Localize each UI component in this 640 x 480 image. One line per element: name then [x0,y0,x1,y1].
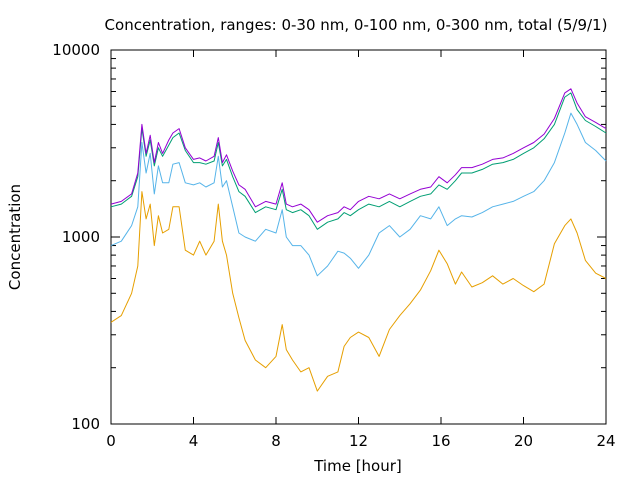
x-tick-label: 20 [514,432,533,450]
y-axis-label: Concentration [6,184,24,290]
x-tick-label: 24 [596,432,615,450]
series-line-4 [110,88,607,223]
x-tick-label: 4 [189,432,199,450]
series-line-3 [110,92,607,230]
series-lines [110,88,607,392]
y-tick-label: 1000 [62,228,100,246]
plot-frame [110,49,607,425]
y-tick-label: 100 [71,415,100,433]
y-tick-label: 10000 [52,41,100,59]
y-minor-ticks [111,58,606,369]
x-tick-label: 16 [431,432,450,450]
series-line-2 [110,112,607,277]
chart-title: Concentration, ranges: 0-30 nm, 0-100 nm… [105,16,608,34]
x-tick-label: 8 [271,432,281,450]
x-tick-label: 12 [349,432,368,450]
x-axis-label: Time [hour] [313,457,402,475]
series-line-1 [110,191,607,392]
x-tick-label: 0 [106,432,116,450]
axis-ticks: 0 4 8 12 16 20 24 100 1000 10000 [52,41,615,450]
